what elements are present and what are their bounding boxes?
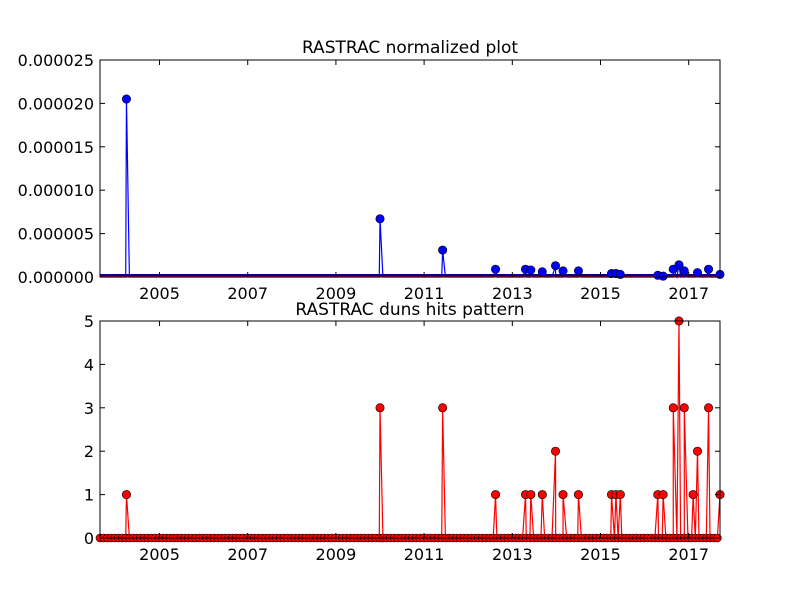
chart-title: RASTRAC duns hits pattern (295, 300, 524, 320)
x-tick-label: 2013 (492, 545, 533, 564)
y-tick-label: 1 (84, 486, 94, 505)
data-point (658, 271, 668, 281)
y-tick-label: 5 (84, 312, 94, 331)
data-point (438, 245, 448, 255)
y-tick-label: 0.000000 (18, 268, 94, 287)
data-point (526, 490, 536, 500)
x-tick-label: 2017 (668, 545, 709, 564)
data-point (658, 490, 668, 500)
y-tick-label: 0.000020 (18, 94, 94, 113)
plot-area (95, 316, 725, 543)
chart-title: RASTRAC normalized plot (302, 38, 518, 58)
x-tick-label: 2017 (668, 284, 709, 303)
data-point (693, 446, 703, 456)
data-point (704, 264, 714, 274)
data-point (537, 490, 547, 500)
data-point (558, 490, 568, 500)
chart-panel-normalized: RASTRAC normalized plot 2005 2007 2009 2011… (18, 38, 725, 303)
data-point (551, 446, 561, 456)
data-point (573, 490, 583, 500)
chart-panel-duns-hits: RASTRAC duns hits pattern 2005 2007 2009 20… (84, 300, 725, 564)
axes-frame (99, 320, 721, 539)
data-point (526, 265, 536, 275)
data-point (438, 403, 448, 413)
series-line (100, 99, 721, 279)
data-point (704, 403, 714, 413)
x-tick-label: 2011 (404, 545, 445, 564)
x-tick-label: 2015 (580, 545, 621, 564)
data-point (679, 266, 689, 276)
x-tick-label: 2013 (492, 284, 533, 303)
x-tick-label: 2015 (580, 284, 621, 303)
data-point (551, 261, 561, 271)
y-tick-label: 0.000005 (18, 225, 94, 244)
data-point (573, 266, 583, 276)
x-tick-label: 2005 (139, 284, 180, 303)
data-point (679, 403, 689, 413)
x-tick-label: 2009 (316, 284, 357, 303)
x-axis: 2005 2007 2009 2011 2013 2015 2017 (139, 60, 709, 303)
data-point (375, 403, 385, 413)
y-axis: 0.000000 0.000005 0.000010 0.000015 0.000020… (18, 51, 720, 287)
y-tick-label: 3 (84, 399, 94, 418)
plot-area (100, 94, 725, 281)
data-point (491, 264, 501, 274)
data-point (615, 269, 625, 279)
y-tick-label: 0.000025 (18, 51, 94, 70)
x-tick-label: 2005 (139, 545, 180, 564)
y-tick-label: 0.000010 (18, 181, 94, 200)
x-tick-label: 2007 (227, 545, 268, 564)
data-point (668, 403, 678, 413)
data-point (674, 260, 684, 270)
data-point (558, 266, 568, 276)
x-axis: 2005 2007 2009 2011 2013 2015 2017 (139, 321, 709, 564)
data-point (688, 490, 698, 500)
data-point (693, 268, 703, 278)
data-point (121, 94, 131, 104)
data-point (615, 490, 625, 500)
x-tick-label: 2011 (404, 284, 445, 303)
y-tick-label: 4 (84, 355, 94, 374)
y-axis: 0 1 2 3 4 5 (84, 312, 720, 548)
data-point (375, 214, 385, 224)
data-point (537, 267, 547, 277)
axes-frame (99, 59, 721, 278)
data-point (491, 490, 501, 500)
series-line (100, 320, 721, 539)
y-tick-label: 0 (84, 529, 94, 548)
data-point (121, 490, 131, 500)
x-tick-label: 2007 (227, 284, 268, 303)
y-tick-label: 0.000015 (18, 138, 94, 157)
x-tick-label: 2009 (316, 545, 357, 564)
y-tick-label: 2 (84, 442, 94, 461)
